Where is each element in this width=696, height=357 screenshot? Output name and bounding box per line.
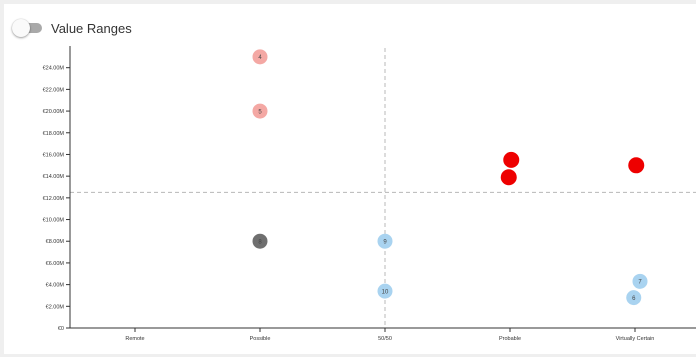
data-point-unlabeled-6-marker (503, 151, 520, 168)
toggle-thumb (12, 19, 30, 37)
x-tick-label-virtually-certain: Virtually Certain (616, 336, 655, 342)
x-tick-label-probable: Probable (499, 336, 521, 342)
data-point-8-label: 8 (258, 239, 262, 245)
data-point-4-marker (252, 49, 268, 65)
y-tick-label: €22.00M (43, 87, 65, 93)
data-point-10-marker (377, 283, 393, 299)
y-tick-label: €16.00M (43, 152, 65, 158)
y-tick-label: €4.00M (46, 283, 65, 289)
data-point-5-marker (252, 103, 268, 119)
data-point-unlabeled-8-marker (628, 157, 645, 174)
data-point-unlabeled-6 (503, 151, 520, 168)
axes: €0 €2.00M €4.00M €6.00M €8.00M €10.00M €12.00M… (43, 46, 696, 342)
data-point-unlabeled-7-marker (500, 169, 517, 186)
reference-lines (70, 48, 696, 328)
data-point-unlabeled-8 (628, 157, 645, 174)
data-point-9-label: 9 (383, 239, 387, 245)
data-point-7-label: 7 (638, 280, 642, 286)
y-tick-label: €6.00M (46, 261, 65, 267)
data-point-10-label: 10 (382, 289, 389, 295)
y-tick-label: €8.00M (46, 239, 65, 245)
value-ranges-toggle[interactable] (12, 19, 42, 37)
data-point-4: 4 (252, 49, 268, 65)
x-tick-label-possible: Possible (250, 336, 271, 342)
y-tick-label: €24.00M (43, 66, 65, 72)
y-tick-label: €20.00M (43, 109, 65, 115)
data-point-6: 6 (626, 290, 642, 306)
likelihood-value-scatter-chart: €0 €2.00M €4.00M €6.00M €8.00M €10.00M €12.00M… (43, 46, 696, 342)
data-point-8: 8 (252, 233, 268, 249)
chart-panel: Value Ranges €0 €2.00M €4.00M €6.00M €8.00M €… (4, 4, 696, 354)
data-point-9-marker (377, 233, 393, 249)
x-tick-label-remote: Remote (125, 336, 144, 342)
data-point-4-label: 4 (258, 55, 262, 61)
y-tick-label: €12.00M (43, 196, 65, 202)
data-point-9: 9 (377, 233, 393, 249)
data-points: 4 5 8 9 10 7 6 (252, 49, 648, 306)
data-point-10: 10 (377, 283, 393, 299)
y-tick-label: €2.00M (46, 304, 65, 310)
data-point-6-label: 6 (632, 296, 636, 302)
data-point-7: 7 (632, 273, 648, 289)
data-point-6-marker (626, 290, 642, 306)
data-point-5: 5 (252, 103, 268, 119)
toggle-track (18, 23, 42, 33)
y-tick-label: €14.00M (43, 174, 65, 180)
data-point-unlabeled-7 (500, 169, 517, 186)
data-point-5-label: 5 (258, 109, 262, 115)
data-point-7-marker (632, 273, 648, 289)
y-tick-label: €10.00M (43, 218, 65, 224)
x-tick-label-50-50: 50/50 (378, 336, 392, 342)
y-tick-label: €0 (58, 326, 64, 332)
value-ranges-toggle-row: Value Ranges (12, 17, 132, 39)
data-point-8-marker (252, 233, 268, 249)
y-tick-label: €18.00M (43, 131, 65, 137)
value-ranges-label: Value Ranges (51, 20, 132, 36)
